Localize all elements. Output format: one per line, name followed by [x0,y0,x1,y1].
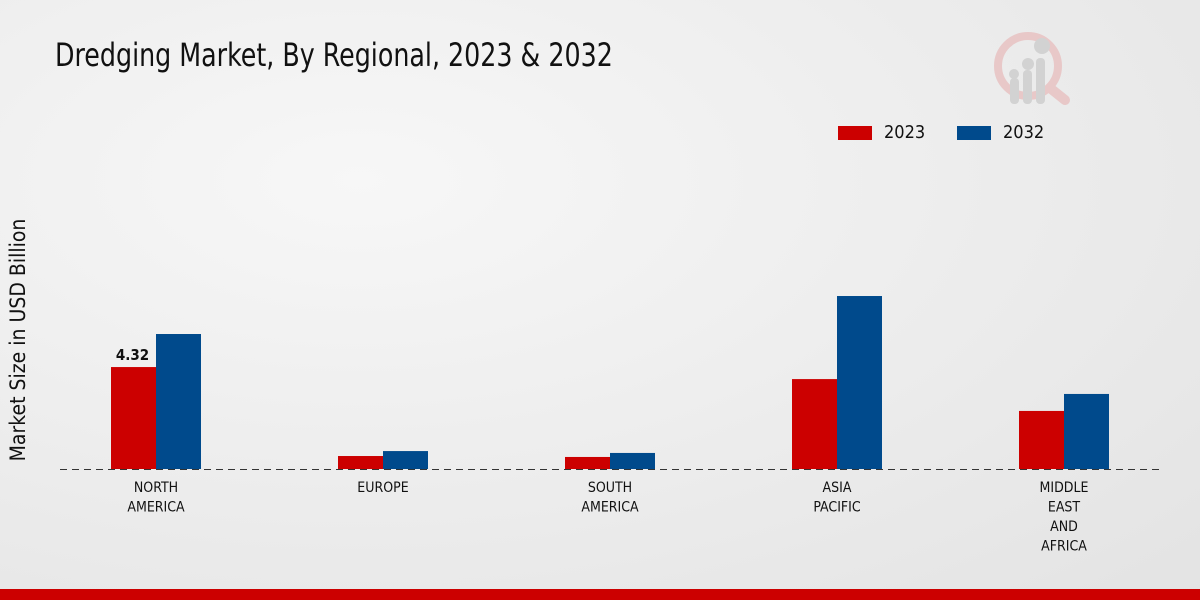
x-tick-label: SOUTH AMERICA [581,480,639,516]
bar-2032-1 [383,451,428,469]
legend-swatch-2023 [838,125,872,140]
bar-2032-4 [1064,393,1109,469]
legend-label-2032: 2032 [1003,122,1045,143]
x-tick-label: NORTH AMERICA [127,480,185,516]
bar-2023-1 [338,456,383,469]
footer-bar [0,589,1200,600]
bar-2032-0 [156,334,201,469]
brand-logo-icon [990,28,1075,117]
bar-2023-3 [792,379,837,469]
x-tick-label: EUROPE [357,480,408,496]
bar-2023-4 [1019,410,1064,469]
x-tick-label: ASIA PACIFIC [813,480,861,516]
legend-swatch-2032 [957,125,991,140]
bar-2032-2 [610,452,655,469]
x-tick-label: MIDDLE EAST AND AFRICA [1040,480,1089,555]
legend-label-2023: 2023 [884,122,926,143]
legend-item-2023: 2023 [838,122,925,143]
bar-2023-0 [111,367,156,469]
data-label: 4.32 [116,346,149,364]
legend-item-2032: 2032 [957,122,1044,143]
bar-2023-2 [565,456,610,469]
chart-title: Dredging Market, By Regional, 2023 & 203… [55,36,613,74]
bar-2032-3 [837,296,882,469]
